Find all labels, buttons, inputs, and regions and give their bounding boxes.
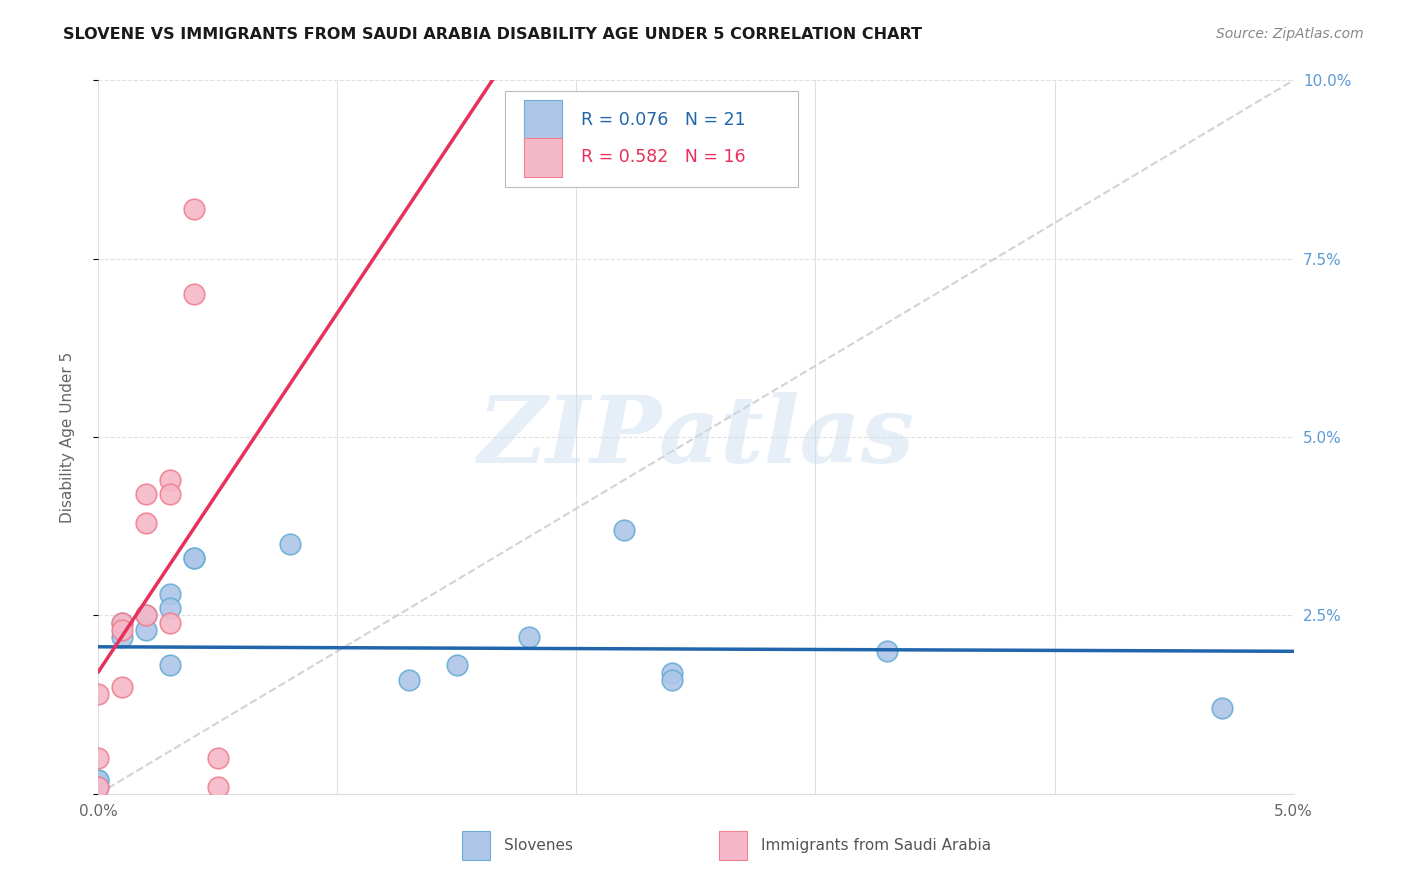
Point [159, 601, 181, 615]
Point [111, 615, 134, 630]
Text: R = 0.076   N = 21: R = 0.076 N = 21 [581, 111, 745, 128]
Text: Immigrants from Saudi Arabia: Immigrants from Saudi Arabia [761, 838, 991, 853]
Point [135, 608, 157, 623]
Point [183, 551, 205, 566]
Point [135, 623, 157, 637]
Text: Source: ZipAtlas.com: Source: ZipAtlas.com [1216, 27, 1364, 41]
Point [159, 615, 181, 630]
Point [159, 473, 181, 487]
Point [87, 780, 110, 794]
Point [661, 673, 683, 687]
Point [111, 680, 134, 694]
Point [87, 751, 110, 765]
Point [159, 658, 181, 673]
Point [278, 537, 301, 551]
Point [446, 658, 468, 673]
Point [1211, 701, 1233, 715]
FancyBboxPatch shape [461, 831, 491, 860]
Y-axis label: Disability Age Under 5: Disability Age Under 5 [60, 351, 75, 523]
Point [613, 523, 636, 537]
Text: SLOVENE VS IMMIGRANTS FROM SAUDI ARABIA DISABILITY AGE UNDER 5 CORRELATION CHART: SLOVENE VS IMMIGRANTS FROM SAUDI ARABIA … [63, 27, 922, 42]
FancyBboxPatch shape [505, 91, 797, 187]
Point [661, 665, 683, 680]
Text: R = 0.582   N = 16: R = 0.582 N = 16 [581, 148, 745, 166]
Point [111, 630, 134, 644]
Point [87, 772, 110, 787]
Point [87, 687, 110, 701]
Point [87, 772, 110, 787]
Point [183, 287, 205, 301]
Point [207, 751, 229, 765]
Point [135, 516, 157, 530]
Point [159, 587, 181, 601]
Point [135, 608, 157, 623]
Point [111, 623, 134, 637]
Point [159, 487, 181, 501]
Point [135, 487, 157, 501]
Point [111, 615, 134, 630]
FancyBboxPatch shape [718, 831, 748, 860]
Point [183, 551, 205, 566]
FancyBboxPatch shape [524, 100, 562, 139]
Point [207, 780, 229, 794]
Text: Slovenes: Slovenes [503, 838, 572, 853]
Point [183, 202, 205, 216]
Point [517, 630, 540, 644]
Text: ZIPatlas: ZIPatlas [478, 392, 914, 482]
Point [398, 673, 420, 687]
Point [876, 644, 898, 658]
FancyBboxPatch shape [524, 138, 562, 177]
Point [87, 780, 110, 794]
